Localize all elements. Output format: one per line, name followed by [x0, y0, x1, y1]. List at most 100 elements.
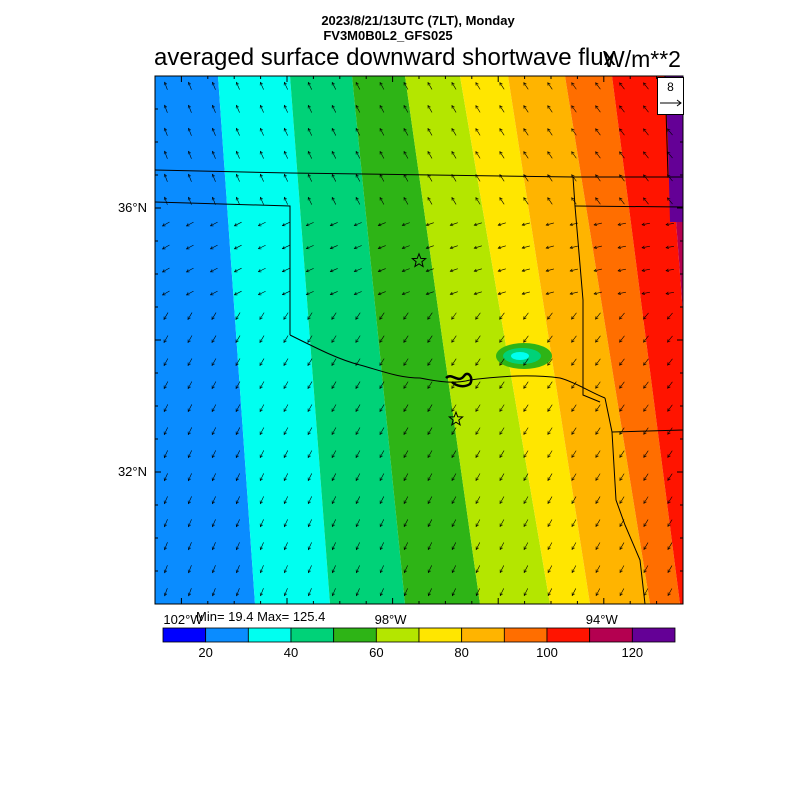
- wind-arrow: [235, 496, 240, 505]
- wind-arrow: [211, 335, 217, 344]
- wind-arrow: [593, 291, 602, 296]
- wind-arrow: [403, 335, 409, 343]
- station-star: [410, 252, 428, 268]
- wind-arrow: [667, 128, 673, 136]
- wind-arrow: [329, 245, 338, 250]
- wind-arrow: [425, 268, 434, 273]
- wind-arrow: [523, 358, 529, 366]
- wind-arrow: [331, 519, 336, 528]
- wind-arrow: [187, 312, 193, 320]
- wind-arrow: [667, 427, 673, 435]
- wind-arrow: [451, 105, 457, 113]
- units-label: W/m**2: [603, 46, 681, 72]
- wind-arrow: [571, 427, 577, 435]
- wind-arrow: [571, 565, 577, 574]
- wind-arrow: [643, 542, 649, 550]
- wind-arrow: [451, 82, 457, 90]
- wind-arrow: [185, 244, 194, 250]
- wind-arrow: [667, 565, 673, 574]
- wind-arrow: [379, 404, 385, 412]
- wind-arrow: [547, 105, 553, 113]
- colorbar-segment: [205, 627, 249, 643]
- wind-arrow: [499, 473, 505, 481]
- wind-arrow: [547, 542, 553, 551]
- oklahoma-arkansas-border: [572, 176, 601, 403]
- wind-arrow: [379, 565, 384, 574]
- wind-arrow: [665, 245, 674, 249]
- wind-arrow: [451, 427, 457, 435]
- wind-arrow: [305, 268, 314, 273]
- wind-arrow: [499, 82, 505, 90]
- wind-arrow: [283, 404, 289, 413]
- wind-arrow: [211, 381, 217, 390]
- wind-arrow: [259, 381, 265, 390]
- wind-arrow: [427, 82, 433, 90]
- wind-arrow: [259, 127, 264, 136]
- wind-arrow: [331, 335, 337, 343]
- wind-arrow: [259, 173, 264, 182]
- wind-arrow: [163, 81, 168, 90]
- wind-arrow: [259, 358, 265, 366]
- wind-arrow: [547, 82, 553, 90]
- wind-arrow: [163, 127, 168, 136]
- wind-arrow: [523, 427, 529, 435]
- wind-arrow: [163, 173, 168, 182]
- wind-arrow: [547, 128, 553, 136]
- wind-arrow: [235, 381, 241, 390]
- wind-arrow: [617, 268, 626, 272]
- wind-arrow: [353, 291, 362, 296]
- wind-arrow: [475, 565, 481, 574]
- wind-arrow: [403, 358, 409, 366]
- wind-arrow: [403, 150, 409, 159]
- wind-arrow: [233, 244, 242, 250]
- wind-arrow: [571, 404, 577, 412]
- colorbar-segment: [589, 627, 633, 643]
- wind-arrow: [235, 150, 240, 159]
- wind-arrow: [307, 381, 313, 389]
- wind-arrow: [163, 427, 169, 436]
- wind-arrow: [641, 268, 650, 272]
- wind-arrow: [593, 268, 602, 273]
- wind-arrow: [235, 358, 241, 367]
- wind-arrow: [329, 268, 338, 273]
- wind-arrow: [379, 519, 385, 528]
- wind-arrow: [211, 542, 216, 551]
- station-star: [447, 410, 464, 427]
- wind-arrow: [403, 496, 409, 505]
- wind-arrow: [281, 268, 290, 273]
- colorbar-label: 80: [454, 645, 469, 660]
- wind-arrow: [475, 427, 481, 435]
- wind-arrow: [379, 542, 384, 551]
- wind-arrow: [257, 267, 266, 273]
- wind-arrow: [281, 291, 290, 296]
- wind-arrow: [305, 222, 314, 227]
- wind-arrow: [211, 473, 216, 482]
- wind-arrow: [259, 450, 265, 459]
- wind-arrow: [163, 404, 169, 413]
- shading-band: [565, 76, 680, 604]
- wind-arrow: [403, 588, 408, 597]
- wind-arrow: [523, 381, 529, 389]
- wind-arrow: [571, 312, 577, 320]
- wind-arrow: [619, 404, 625, 412]
- wind-arrow: [259, 150, 264, 159]
- wind-arrow: [331, 196, 337, 205]
- wind-arrow: [163, 588, 168, 597]
- wind-arrow: [523, 151, 529, 159]
- wind-arrow: [187, 150, 192, 159]
- wind-arrow: [259, 588, 264, 597]
- wind-arrow: [355, 588, 360, 597]
- wind-arrow: [403, 312, 409, 320]
- wind-arrow: [571, 128, 577, 136]
- wind-arrow: [427, 197, 433, 205]
- wind-arrow: [667, 473, 673, 481]
- wind-arrow: [451, 565, 457, 574]
- colorbar-label: 100: [536, 645, 558, 660]
- wind-arrow: [355, 427, 361, 436]
- wind-arrow: [307, 312, 313, 320]
- wind-arrow: [475, 404, 481, 412]
- wind-arrow: [187, 450, 192, 459]
- wind-arrow: [643, 473, 649, 481]
- wind-arrow: [187, 104, 192, 113]
- colorbar-segment: [546, 627, 591, 643]
